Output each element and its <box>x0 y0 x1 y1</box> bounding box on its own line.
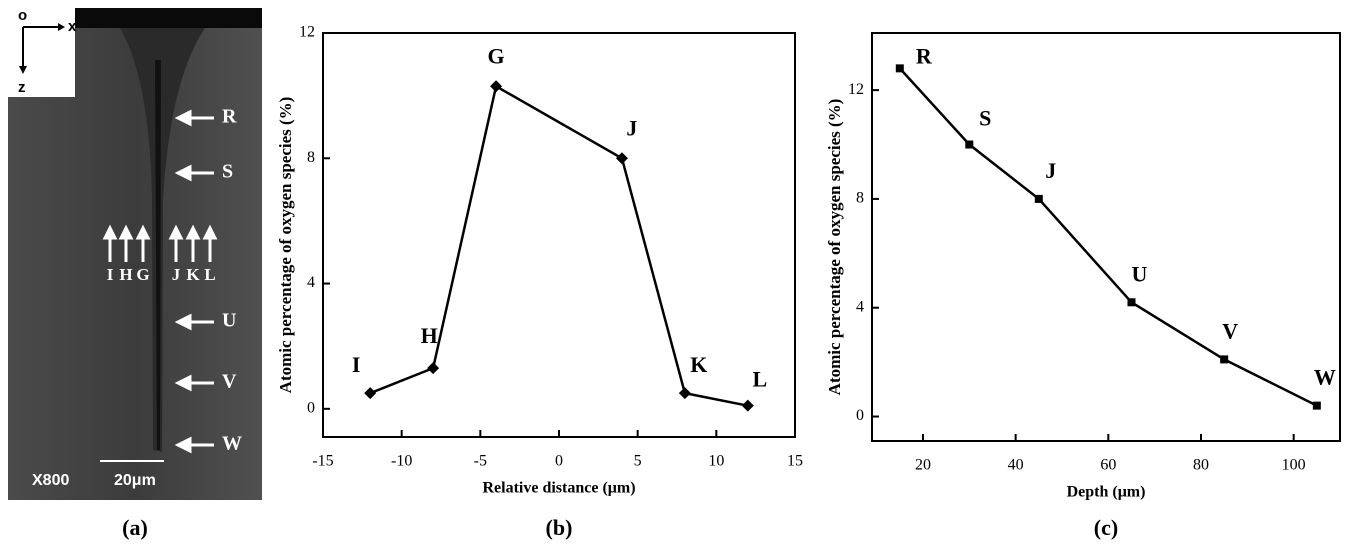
x-tick-label: 60 <box>1100 457 1116 474</box>
axis-origin: o <box>18 7 27 24</box>
x-tick-label: -10 <box>391 453 412 470</box>
left-arrow <box>174 436 214 454</box>
axes-heads <box>19 23 65 74</box>
x-axis-label: Relative distance (μm) <box>482 480 635 497</box>
plot-frame <box>871 32 1341 442</box>
y-tick-label: 8 <box>856 190 864 207</box>
scale-bar-label: 20μm <box>114 472 156 489</box>
point-label: I <box>352 352 361 377</box>
chart: 20 40 60 80 100 0 4 8 12 Depth (μm) Atomic percent… <box>825 32 1341 540</box>
series-line <box>369 84 749 407</box>
axes-arrows <box>22 26 58 68</box>
y-tick-label: 0 <box>307 399 315 416</box>
x-tick-label: -15 <box>312 453 333 470</box>
data-point <box>427 362 440 375</box>
point-label: H <box>421 323 438 348</box>
axes-box <box>8 8 75 97</box>
sem-top-edge <box>75 8 262 28</box>
data-point <box>364 387 377 400</box>
data-point <box>1220 355 1229 364</box>
x-tick-label: -5 <box>474 453 487 470</box>
data-point <box>1127 298 1136 307</box>
left-arrow <box>174 109 214 127</box>
panel-caption: (b) <box>546 515 573 540</box>
point-label: V <box>1222 318 1238 343</box>
x-tick-label: 80 <box>1193 457 1209 474</box>
left-arrow <box>174 313 214 331</box>
marker-label: J <box>172 265 181 284</box>
y-axis-label: Atomic percentage of oxygen species (%) <box>825 99 844 396</box>
marker-label: K <box>186 265 200 284</box>
marker-label: I <box>107 265 114 284</box>
left-arrow <box>174 374 214 392</box>
panel-caption: (c) <box>1094 515 1118 540</box>
data-point <box>1312 401 1321 410</box>
marker-label: W <box>222 433 242 455</box>
side-arrows: R S U V W <box>174 106 242 455</box>
x-tick-label: 40 <box>1008 457 1024 474</box>
y-tick-label: 8 <box>307 149 315 166</box>
marker-label: H <box>119 265 132 284</box>
magnification: X800 <box>32 472 69 489</box>
panel-caption: (a) <box>122 515 148 540</box>
data-point <box>965 140 974 149</box>
up-arrow <box>102 224 118 262</box>
x-tick-label: 5 <box>634 453 642 470</box>
data-point <box>615 152 628 165</box>
x-tick-label: 0 <box>555 453 563 470</box>
marker-label: V <box>222 371 237 393</box>
point-label: W <box>1314 365 1336 390</box>
y-tick-label: 4 <box>307 274 315 291</box>
marker-label: L <box>204 265 215 284</box>
crack <box>120 28 205 452</box>
point-label: K <box>690 352 707 377</box>
up-arrow <box>135 224 151 262</box>
x-tick-label: 10 <box>708 453 724 470</box>
up-arrow <box>202 224 218 262</box>
data-point <box>678 387 691 400</box>
marker-label: S <box>222 161 233 183</box>
marker-label: G <box>136 265 149 284</box>
data-point <box>1034 194 1043 203</box>
data-point <box>895 64 904 73</box>
data-point <box>741 399 754 412</box>
y-tick-label: 12 <box>299 24 315 41</box>
left-arrow <box>174 164 214 182</box>
x-tick-label: 15 <box>787 453 803 470</box>
point-label: S <box>979 106 991 131</box>
x-axis-label: Depth (μm) <box>1067 484 1146 501</box>
point-label: J <box>1045 158 1056 183</box>
marker-label: R <box>222 106 237 128</box>
crack-core <box>155 60 161 450</box>
x-tick-label: 100 <box>1282 457 1306 474</box>
series-line <box>898 67 1318 407</box>
data-point <box>490 80 503 93</box>
up-arrow <box>185 224 201 262</box>
y-tick-label: 0 <box>856 407 864 424</box>
point-label: U <box>1132 261 1148 286</box>
y-axis-label: Atomic percentage of oxygen species (%) <box>276 97 295 394</box>
point-label: R <box>916 43 933 68</box>
x-tick-label: 20 <box>915 457 931 474</box>
up-arrow <box>118 224 134 262</box>
marker-label: U <box>222 310 236 332</box>
point-label: L <box>752 367 767 392</box>
point-label: J <box>626 115 637 140</box>
y-tick-label: 12 <box>848 81 864 98</box>
axis-x: x <box>68 18 77 35</box>
plot-frame <box>322 32 796 438</box>
chart: -15 -10 -5 0 5 10 15 0 4 8 12 Relative distance (μm… <box>276 24 803 540</box>
point-label: G <box>488 43 505 68</box>
up-arrow <box>168 224 184 262</box>
axis-z: z <box>18 79 26 96</box>
y-tick-label: 4 <box>856 298 864 315</box>
